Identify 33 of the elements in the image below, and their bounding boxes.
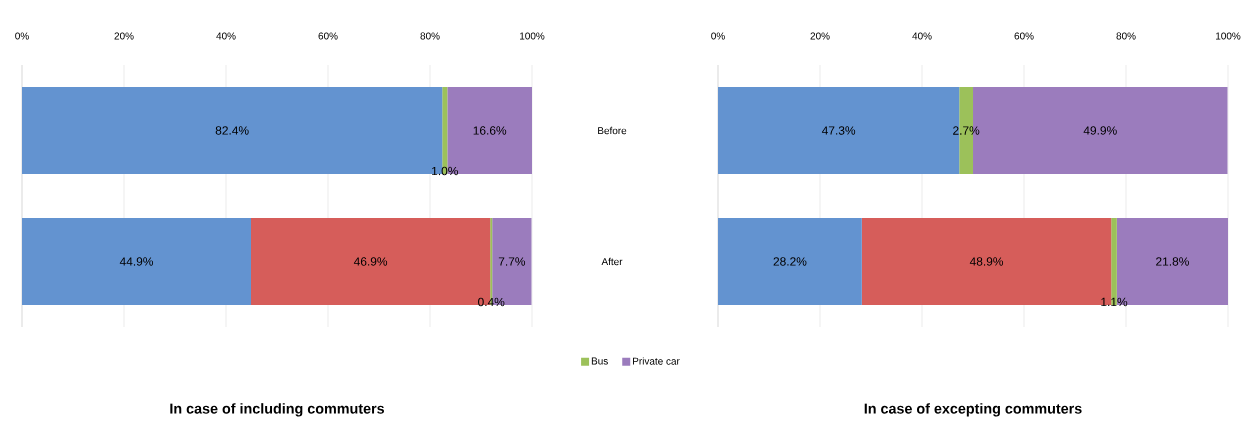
legend-label: Bus	[591, 357, 608, 365]
data-label: 49.9%	[1083, 126, 1117, 135]
data-label: 2.7%	[953, 126, 980, 135]
x-tick-label: 100%	[520, 32, 545, 40]
text: In case of including commuters	[170, 403, 385, 417]
x-tick-label: 60%	[1014, 32, 1034, 40]
data-label: 44.9%	[119, 257, 154, 266]
data-label: 21.8%	[1156, 257, 1189, 266]
data-label: 7.7%	[498, 257, 526, 266]
x-tick-label: 40%	[912, 32, 932, 40]
x-tick-label: 80%	[420, 32, 440, 40]
x-tick-label: 0%	[15, 32, 29, 40]
data-label: 1.0%	[432, 166, 458, 176]
legend-label: Private car	[633, 357, 680, 365]
x-tick-label: 20%	[810, 32, 830, 40]
x-tick-label: 80%	[1116, 32, 1136, 40]
data-label: 16.6%	[473, 126, 507, 135]
bar	[718, 218, 862, 305]
data-label: 28.2%	[773, 257, 807, 266]
data-label: 46.9%	[353, 257, 388, 266]
x-tick-label: 0%	[711, 32, 725, 40]
text: In case of excepting commuters	[864, 403, 1082, 417]
x-tick-label: 20%	[114, 32, 134, 40]
x-tick-label: 100%	[1216, 32, 1241, 40]
bar	[22, 218, 251, 305]
data-label: 0.4%	[478, 297, 505, 307]
y-tick-label: After	[601, 257, 623, 266]
y-tick-label: Before	[598, 126, 627, 135]
data-label: 48.9%	[969, 257, 1004, 266]
data-label: 47.3%	[821, 126, 856, 135]
data-label: 82.4%	[215, 126, 249, 135]
x-tick-label: 60%	[318, 32, 338, 40]
x-tick-label: 40%	[216, 32, 236, 40]
